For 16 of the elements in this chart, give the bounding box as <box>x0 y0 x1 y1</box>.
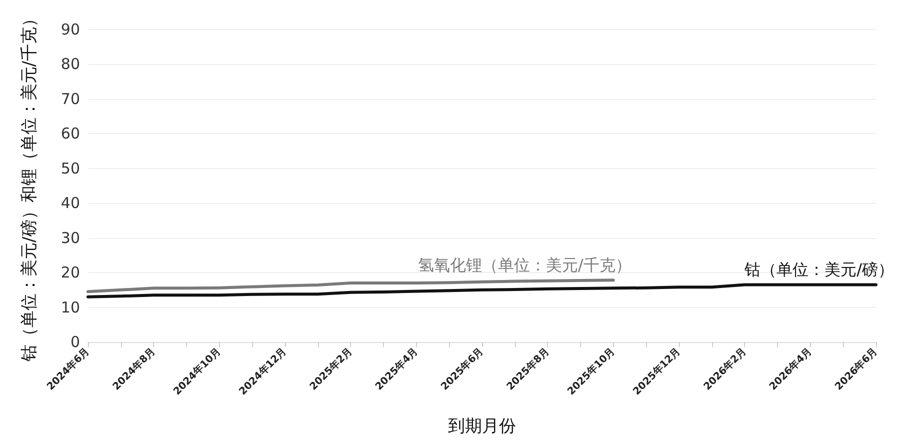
y-tick-label: 40 <box>60 194 80 212</box>
series-label: 钴（单位：美元/磅） <box>744 260 894 280</box>
y-tick-label: 30 <box>60 228 80 247</box>
y-tick-label: 50 <box>60 159 80 178</box>
line-series <box>86 283 878 298</box>
line-series <box>86 278 615 294</box>
y-tick-label: 20 <box>60 264 80 282</box>
y-tick-label: 90 <box>60 20 80 38</box>
y-tick-label: 60 <box>60 124 80 143</box>
y-tick-label: 0 <box>70 333 80 351</box>
y-tick-label: 80 <box>60 55 80 74</box>
series-label: 氢氧化锂（单位：美元/千克） <box>418 256 632 275</box>
y-tick-label: 70 <box>60 90 80 108</box>
y-axis-title: 钴（单位：美元/磅）和锂（单位：美元/千克） <box>20 10 40 362</box>
x-axis-title: 到期月份 <box>448 416 516 436</box>
y-tick-label: 10 <box>60 298 80 316</box>
